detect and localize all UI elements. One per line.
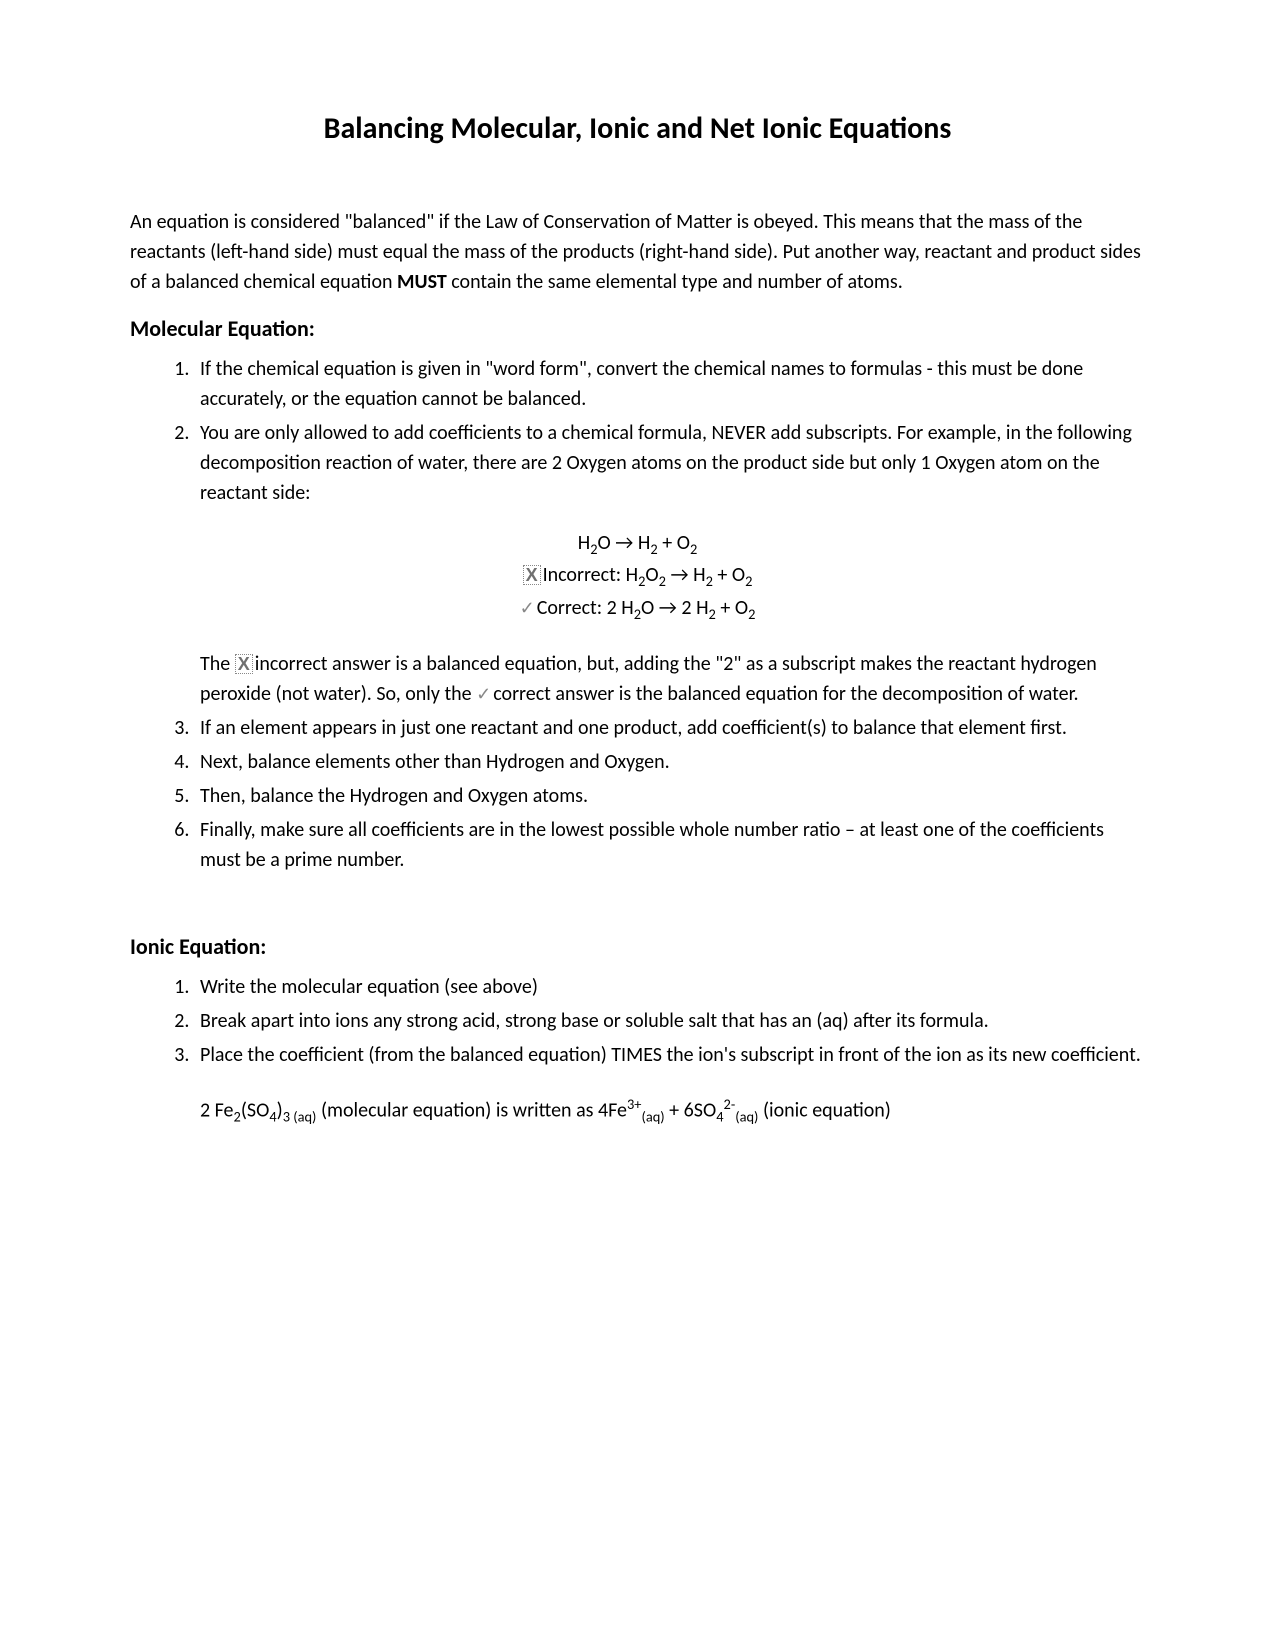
check-icon: ✓	[476, 681, 491, 708]
list-item: Next, balance elements other than Hydrog…	[194, 747, 1145, 777]
sub-paragraph: The Xincorrect answer is a balanced equa…	[200, 649, 1145, 709]
molecular-list-cont: If an element appears in just one reacta…	[130, 713, 1145, 875]
subpara-before: The	[200, 652, 235, 676]
ionic-example: 2 Fe2(SO4)3 (aq) (molecular equation) is…	[200, 1094, 1145, 1128]
incorrect-label: Incorrect:	[543, 563, 626, 587]
x-icon: X	[235, 654, 253, 674]
list-item: Finally, make sure all coefficients are …	[194, 815, 1145, 875]
subpara-mid2: correct answer is the balanced equation …	[493, 682, 1078, 706]
x-icon: X	[523, 565, 541, 585]
equation-line: H2O → H2 + O2	[130, 528, 1145, 560]
check-icon: ✓	[520, 595, 535, 623]
molecular-list: If the chemical equation is given in "wo…	[130, 354, 1145, 508]
ionic-heading: Ionic Equation:	[130, 933, 1145, 960]
intro-paragraph: An equation is considered "balanced" if …	[130, 207, 1145, 297]
list-item: Write the molecular equation (see above)	[194, 972, 1145, 1002]
equation-incorrect: XIncorrect: H2O2 → H2 + O2	[130, 560, 1145, 592]
list-item: You are only allowed to add coefficients…	[194, 418, 1145, 508]
list-item: If the chemical equation is given in "wo…	[194, 354, 1145, 414]
list-item: Then, balance the Hydrogen and Oxygen at…	[194, 781, 1145, 811]
ionic-list: Write the molecular equation (see above)…	[130, 972, 1145, 1070]
intro-bold: MUST	[397, 270, 447, 294]
equation-block: H2O → H2 + O2 XIncorrect: H2O2 → H2 + O2…	[130, 528, 1145, 625]
intro-text-after: contain the same elemental type and numb…	[447, 270, 903, 294]
page-title: Balancing Molecular, Ionic and Net Ionic…	[130, 110, 1145, 147]
equation-correct: ✓Correct: 2 H2O → 2 H2 + O2	[130, 593, 1145, 625]
list-item: Break apart into ions any strong acid, s…	[194, 1006, 1145, 1036]
list-item: Place the coefficient (from the balanced…	[194, 1040, 1145, 1070]
molecular-heading: Molecular Equation:	[130, 315, 1145, 342]
correct-label: Correct:	[537, 596, 607, 620]
list-item: If an element appears in just one reacta…	[194, 713, 1145, 743]
